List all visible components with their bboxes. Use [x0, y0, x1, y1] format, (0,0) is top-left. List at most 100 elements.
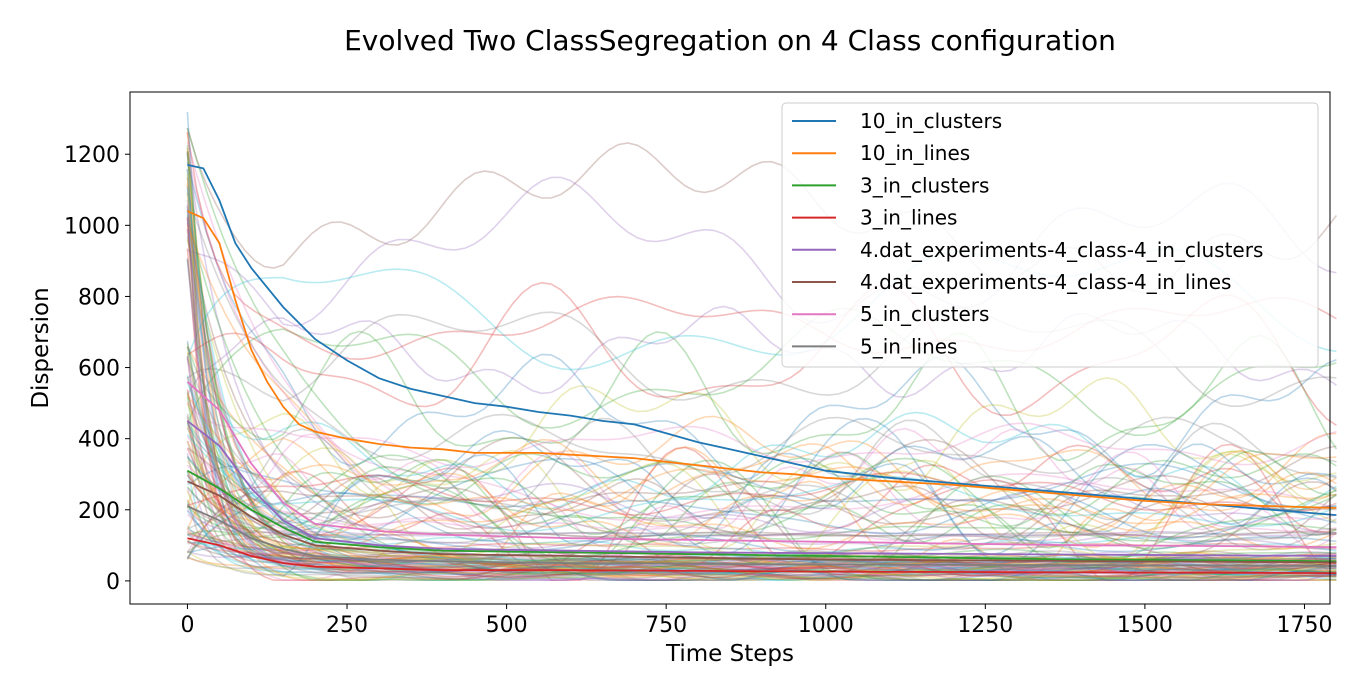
legend-label: 4.dat_experiments-4_class-4_in_lines [860, 270, 1231, 294]
background-run-line [186, 218, 1337, 528]
background-run-line [186, 358, 1337, 538]
series-line-7 [187, 505, 1337, 567]
background-run-line [186, 192, 1337, 571]
background-run-line [186, 127, 1337, 542]
legend-label: 4.dat_experiments-4_class-4_in_clusters [860, 238, 1263, 262]
background-run-line [186, 416, 1337, 581]
background-run-line [187, 532, 1337, 562]
y-tick-label: 1200 [64, 143, 120, 168]
y-axis-ticks: 0 200 400 600 800 1000 1200 [64, 143, 130, 595]
background-run-line [186, 346, 1337, 581]
background-run-line [187, 471, 1337, 516]
background-run-line [186, 417, 1337, 564]
background-run-line [186, 401, 1337, 469]
x-tick-label: 750 [645, 613, 687, 638]
background-run-line [186, 474, 1337, 560]
background-run-line [186, 396, 1337, 568]
background-run-line [186, 131, 1337, 579]
plot-frame [129, 91, 1331, 605]
x-tick-label: 1750 [1276, 613, 1332, 638]
background-run-line [186, 460, 1337, 577]
y-axis-label: Dispersion [28, 287, 54, 408]
background-run-line [186, 392, 1337, 509]
legend-label: 5_in_clusters [860, 302, 989, 326]
background-run-line [186, 509, 1337, 537]
background-run-line [186, 422, 1337, 582]
background-run-line [186, 239, 1337, 581]
background-run-line [186, 489, 1337, 578]
background-run-line [186, 183, 1337, 581]
x-tick-label: 1000 [798, 613, 854, 638]
series-line-1 [187, 210, 1337, 509]
y-tick-label: 400 [78, 428, 120, 453]
background-run-line [186, 151, 1337, 522]
background-run-line [187, 556, 1337, 581]
background-run-line [186, 499, 1337, 572]
background-run-line [187, 540, 1337, 572]
background-run-line [186, 423, 1337, 525]
x-tick-label: 1250 [957, 613, 1013, 638]
background-run-line [186, 464, 1337, 542]
legend-label: 3_in_clusters [860, 173, 989, 197]
background-run-line [187, 450, 1337, 549]
background-run-line [186, 219, 1337, 511]
background-run-line [186, 258, 1337, 581]
legend: 10_in_clusters 10_in_lines 3_in_clusters 3_… [781, 102, 1319, 368]
background-run-line [186, 224, 1337, 532]
background-run-line [186, 340, 1337, 554]
y-tick-label: 1000 [64, 214, 120, 239]
background-run-line [186, 330, 1338, 462]
background-run-line [186, 427, 1337, 581]
background-run-line [186, 427, 1337, 553]
y-tick-label: 800 [78, 285, 120, 310]
legend-label: 10_in_lines [860, 141, 970, 165]
y-tick-label: 0 [106, 570, 120, 595]
background-run-line [186, 474, 1337, 580]
background-run-line [186, 513, 1337, 578]
background-run-line [186, 150, 1337, 551]
background-run-line [186, 112, 1337, 542]
background-run-line [186, 470, 1337, 550]
background-run-line [187, 417, 1337, 530]
background-run-line [186, 355, 1337, 581]
background-run-line [186, 192, 1337, 475]
background-run-line [186, 437, 1337, 530]
background-run-line [186, 403, 1337, 572]
background-run-line [186, 454, 1337, 570]
background-run-line [186, 474, 1337, 541]
series-line-2 [186, 469, 1337, 563]
x-tick-label: 0 [180, 613, 194, 638]
background-run-line [186, 447, 1337, 573]
x-tick-label: 250 [326, 613, 368, 638]
background-run-line [186, 222, 1337, 534]
x-tick-label: 1500 [1117, 613, 1173, 638]
background-runs [186, 112, 1338, 582]
y-tick-label: 600 [78, 357, 120, 382]
chart-title: Evolved Two ClassSegregation on 4 Class … [344, 24, 1116, 57]
x-tick-label: 500 [486, 613, 528, 638]
background-run-line [186, 487, 1337, 575]
background-run-line [186, 413, 1337, 580]
background-run-line [186, 307, 1337, 437]
background-run-line [186, 169, 1337, 581]
background-run-line [186, 248, 1337, 581]
x-axis-label: Time Steps [665, 641, 794, 667]
background-run-line [186, 376, 1337, 509]
background-run-line [186, 490, 1337, 581]
x-axis-ticks: 0 250 500 750 1000 1250 1500 1750 [180, 604, 1332, 638]
background-run-line [186, 394, 1337, 548]
background-run-line [186, 459, 1337, 581]
background-run-line [187, 554, 1337, 574]
background-run-line [187, 532, 1337, 545]
background-run-line [186, 452, 1337, 553]
legend-label: 10_in_clusters [860, 109, 1002, 133]
background-run-line [186, 259, 1337, 581]
background-run-line [186, 504, 1337, 538]
background-run-line [186, 215, 1337, 581]
background-run-line [187, 443, 1337, 577]
series-line-0 [187, 164, 1337, 516]
background-run-line [186, 342, 1337, 555]
series-line-6 [186, 381, 1337, 548]
background-run-line [186, 188, 1337, 575]
background-run-line [186, 500, 1337, 581]
